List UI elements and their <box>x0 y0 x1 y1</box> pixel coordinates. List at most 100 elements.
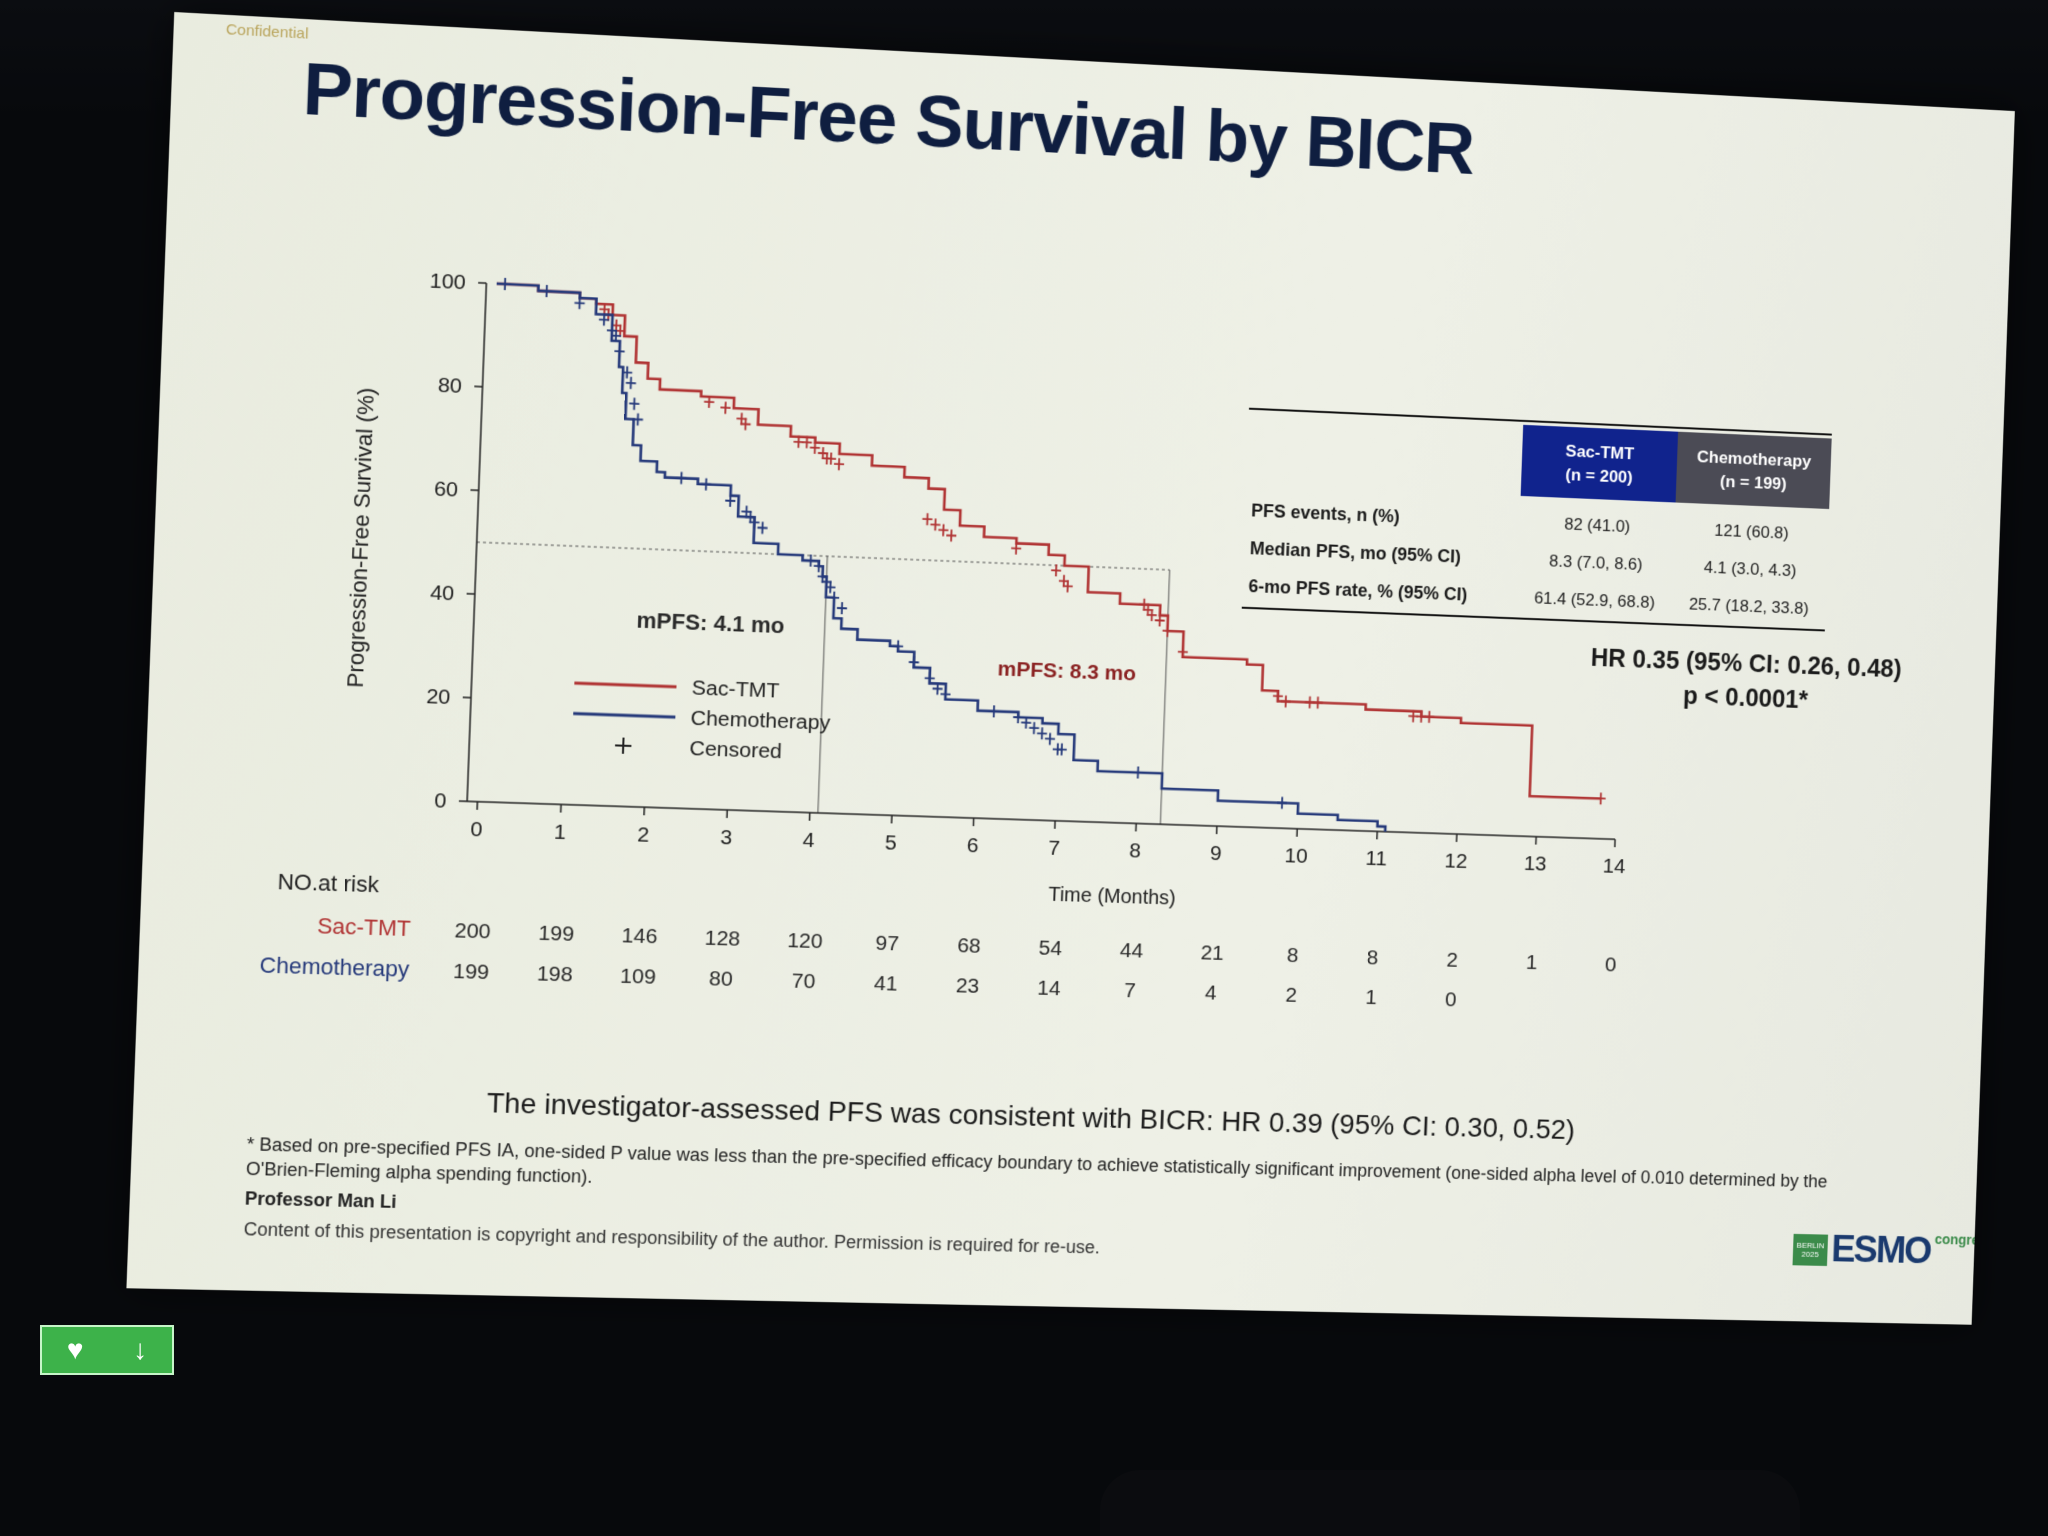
sac-tmt-curve <box>479 284 1617 799</box>
risk-count: 80 <box>709 967 734 991</box>
risk-count: 4 <box>1205 982 1218 1005</box>
table-row-label: Median PFS, mo (95% CI) <box>1250 538 1462 566</box>
risk-count: 70 <box>791 970 815 994</box>
y-tick-label: 100 <box>429 269 466 294</box>
sac-tmt-censor-mark <box>1424 711 1434 723</box>
risk-count: 8 <box>1366 946 1378 969</box>
chemotherapy-censor-mark <box>1029 722 1039 734</box>
table-cell-sac-tmt: 61.4 (52.9, 68.8) <box>1534 588 1655 612</box>
table-cell-chemotherapy: 4.1 (3.0, 4.3) <box>1704 557 1797 580</box>
hazard-ratio-annotation: HR 0.35 (95% CI: 0.26, 0.48) <box>1590 644 1902 683</box>
x-tick-label: 8 <box>1129 839 1141 862</box>
esmo-badge: BERLIN 2025 <box>1793 1233 1829 1265</box>
risk-count: 1 <box>1526 951 1538 974</box>
km-chart: 0204060801000 1 2 3 4 5 6 7 8 9 10 11 12 13 14Progress… <box>134 12 2015 1125</box>
risk-count: 23 <box>955 974 979 997</box>
legend-label: Sac-TMT <box>691 676 779 702</box>
x-tick-label: 4 <box>802 829 815 852</box>
chemotherapy-censor-mark <box>500 278 511 291</box>
risk-count: 0 <box>1445 988 1457 1011</box>
esmo-badge-year: 2025 <box>1801 1249 1818 1258</box>
risk-table: NO.at riskSac-TMT 200 199 146 128 120 97 68 54 44… <box>259 869 1618 1016</box>
y-tick-label: 60 <box>434 478 459 502</box>
chemotherapy-censor-mark <box>541 285 552 298</box>
risk-count: 44 <box>1119 939 1143 962</box>
y-tick-label: 80 <box>437 374 462 398</box>
p-value-annotation: p < 0.0001* <box>1683 682 1809 714</box>
x-tick-label: 7 <box>1048 837 1060 860</box>
presenter-name: Professor Man Li <box>244 1188 396 1213</box>
legend-swatch-chemotherapy <box>573 714 675 718</box>
risk-count: 2 <box>1446 949 1458 972</box>
chemotherapy-censor-mark <box>837 602 848 614</box>
esmo-wordmark: ESMO <box>1831 1229 1932 1273</box>
legend-censor-symbol <box>615 737 632 754</box>
chemotherapy-censor-mark <box>676 472 687 485</box>
risk-count: 200 <box>454 919 491 943</box>
risk-count: 8 <box>1286 944 1298 967</box>
chemotherapy-censor-mark <box>626 377 637 390</box>
sac-tmt-censor-mark <box>834 458 845 471</box>
risk-count: 109 <box>620 965 657 989</box>
table-cell-chemotherapy: 25.7 (18.2, 33.8) <box>1689 594 1809 618</box>
sac-tmt-censor-mark <box>720 402 731 415</box>
sac-tmt-censor-mark <box>922 513 932 525</box>
chemotherapy-censor-mark <box>629 397 640 410</box>
chemotherapy-censor-mark <box>1277 797 1287 809</box>
risk-count: 199 <box>538 922 575 946</box>
legend-label: Censored <box>689 737 782 763</box>
risk-count: 198 <box>536 962 573 986</box>
emergency-exit-sign: ♥ ↓ <box>40 1325 174 1375</box>
table-header-cell <box>1521 425 1678 503</box>
sac-tmt-censor-mark <box>946 529 956 541</box>
table-header-label: Sac-TMT <box>1565 441 1635 464</box>
legend-label: Chemotherapy <box>690 707 831 735</box>
footnote: * Based on pre-specified PFS IA, one-sid… <box>246 1132 1844 1217</box>
table-cell-sac-tmt: 82 (41.0) <box>1564 514 1631 536</box>
esmo-logo: BERLIN 2025 ESMO congress <box>1792 1228 1994 1274</box>
x-tick-label: 6 <box>966 834 979 857</box>
esmo-congress: congress <box>1934 1231 1994 1248</box>
x-tick-label: 0 <box>470 818 483 842</box>
risk-count: 97 <box>875 932 899 956</box>
sac-tmt-censor-mark <box>1313 697 1323 709</box>
audience-silhouette <box>1100 1470 1800 1536</box>
risk-count: 7 <box>1124 979 1136 1002</box>
copyright-notice: Content of this presentation is copyrigh… <box>243 1219 1100 1259</box>
risk-count: 14 <box>1037 977 1061 1000</box>
table-header-label: (n = 200) <box>1565 464 1633 486</box>
sac-median-annotation: mPFS: 8.3 mo <box>997 658 1136 686</box>
x-tick-label: 13 <box>1523 852 1547 875</box>
y-axis-title: Progression-Free Survival (%) <box>342 387 379 688</box>
chemotherapy-censor-mark <box>1037 727 1047 739</box>
risk-count: 120 <box>787 929 823 953</box>
chemotherapy-censor-mark <box>701 478 712 491</box>
chemotherapy-censor-mark <box>989 705 999 717</box>
chemotherapy-censor-mark <box>1045 733 1055 745</box>
chemotherapy-censor-mark <box>829 591 840 603</box>
y-tick-label: 20 <box>426 685 451 709</box>
chart-legend: Sac-TMT ChemotherapyCensored <box>572 672 832 765</box>
risk-row-name: Chemotherapy <box>259 952 410 982</box>
risk-count: 0 <box>1605 954 1617 977</box>
x-tick-label: 12 <box>1444 850 1468 873</box>
sac-tmt-censor-mark <box>1281 695 1291 707</box>
risk-table-label: NO.at risk <box>277 869 380 897</box>
sac-tmt-censor-mark <box>1596 792 1606 804</box>
risk-count: 199 <box>453 960 490 984</box>
risk-count: 128 <box>704 927 740 951</box>
table-header-label: (n = 199) <box>1720 471 1787 493</box>
chemotherapy-censor-mark <box>1133 766 1143 778</box>
sac-tmt-censor-mark <box>930 518 940 530</box>
chemotherapy-censor-mark <box>805 554 816 566</box>
risk-count: 1 <box>1365 986 1377 1009</box>
risk-count: 41 <box>874 972 898 996</box>
x-tick-label: 10 <box>1284 844 1308 867</box>
x-tick-label: 1 <box>554 821 567 844</box>
risk-count: 2 <box>1285 984 1297 1007</box>
x-tick-label: 11 <box>1365 847 1387 870</box>
sac-tmt-censor-mark <box>938 524 948 536</box>
table-cell-sac-tmt: 8.3 (7.0, 8.6) <box>1549 551 1643 574</box>
table-row-label: PFS events, n (%) <box>1251 501 1400 527</box>
y-tick-label: 40 <box>430 581 455 605</box>
